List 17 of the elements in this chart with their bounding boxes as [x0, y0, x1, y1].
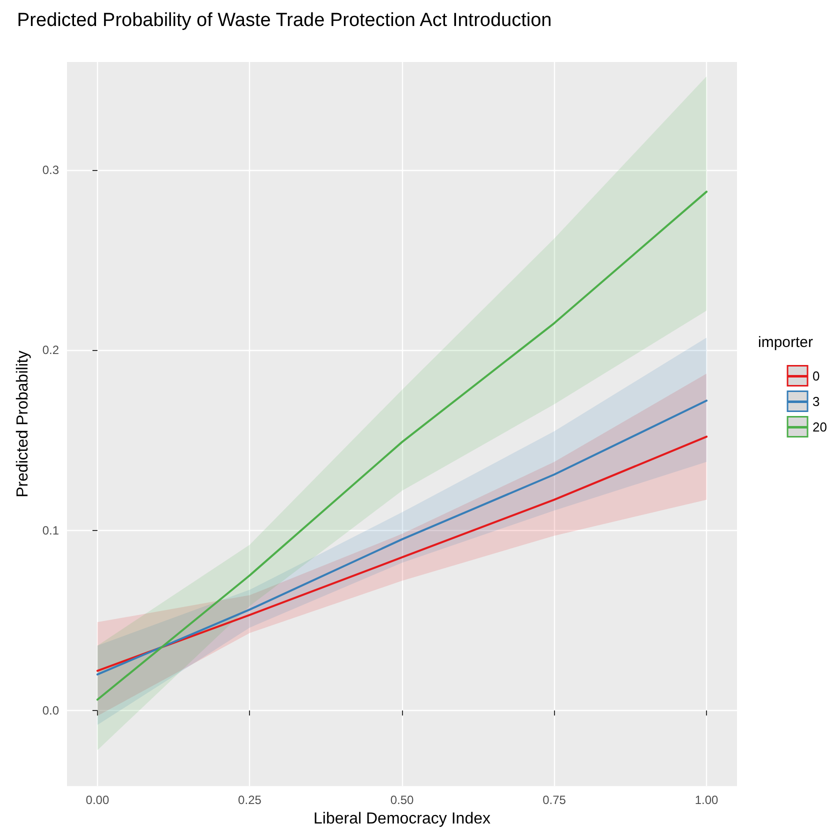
- y-tick-label: 0.2: [42, 343, 60, 358]
- chart-title: Predicted Probability of Waste Trade Protection Act Introduction: [17, 10, 552, 31]
- x-axis-title: Liberal Democracy Index: [314, 810, 490, 828]
- legend-label: 3: [812, 394, 820, 409]
- x-tick-label: 0.75: [542, 793, 566, 808]
- y-axis-title: Predicted Probability: [14, 350, 32, 498]
- legend-label: 0: [812, 368, 820, 384]
- x-tick-label: 0.50: [390, 793, 414, 808]
- x-tick-label: 0.25: [238, 793, 262, 808]
- legend-label: 20: [812, 419, 828, 434]
- legend-title: importer: [758, 334, 814, 351]
- x-tick-label: 1.00: [694, 793, 719, 808]
- x-tick-label: 0.00: [86, 793, 110, 808]
- y-tick-label: 0.0: [42, 703, 60, 718]
- y-tick-label: 0.3: [42, 163, 60, 178]
- y-tick-label: 0.1: [42, 523, 60, 538]
- line-series: [96, 190, 708, 701]
